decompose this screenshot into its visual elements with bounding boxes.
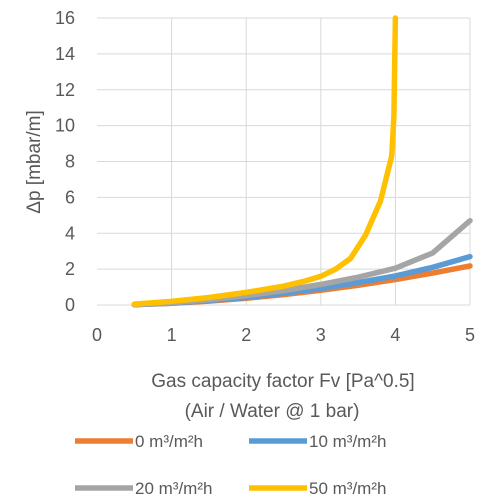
legend-label: 50 m³/m²h	[309, 479, 386, 498]
y-tick-label: 2	[65, 259, 75, 279]
y-tick-label: 6	[65, 187, 75, 207]
y-axis-title: Δp [mbar/m]	[24, 110, 45, 214]
legend: 0 m³/m²h 10 m³/m²h 20 m³/m²h 50 m³/m²h	[75, 432, 386, 498]
y-tick-labels: 0 2 4 6 8 10 12 14 16	[55, 8, 75, 315]
x-tick-label: 1	[167, 325, 177, 345]
y-tick-label: 0	[65, 295, 75, 315]
y-tick-label: 14	[55, 44, 75, 64]
y-tick-label: 12	[55, 80, 75, 100]
x-tick-labels: 0 1 2 3 4 5	[92, 325, 475, 345]
series-lines	[131, 15, 473, 308]
x-tick-label: 3	[316, 325, 326, 345]
y-tick-label: 10	[55, 116, 75, 136]
x-tick-label: 0	[92, 325, 102, 345]
legend-label: 0 m³/m²h	[135, 432, 203, 451]
y-tick-label: 16	[55, 8, 75, 28]
series-line-3	[131, 15, 399, 307]
x-axis-note: (Air / Water @ 1 bar)	[185, 401, 360, 422]
x-tick-label: 4	[390, 325, 400, 345]
x-axis-title: Gas capacity factor Fv [Pa^0.5]	[151, 371, 414, 392]
y-tick-label: 4	[65, 223, 75, 243]
legend-label: 20 m³/m²h	[135, 479, 212, 498]
legend-label: 10 m³/m²h	[309, 432, 386, 451]
x-tick-label: 2	[241, 325, 251, 345]
y-tick-label: 8	[65, 152, 75, 172]
x-tick-label: 5	[465, 325, 475, 345]
